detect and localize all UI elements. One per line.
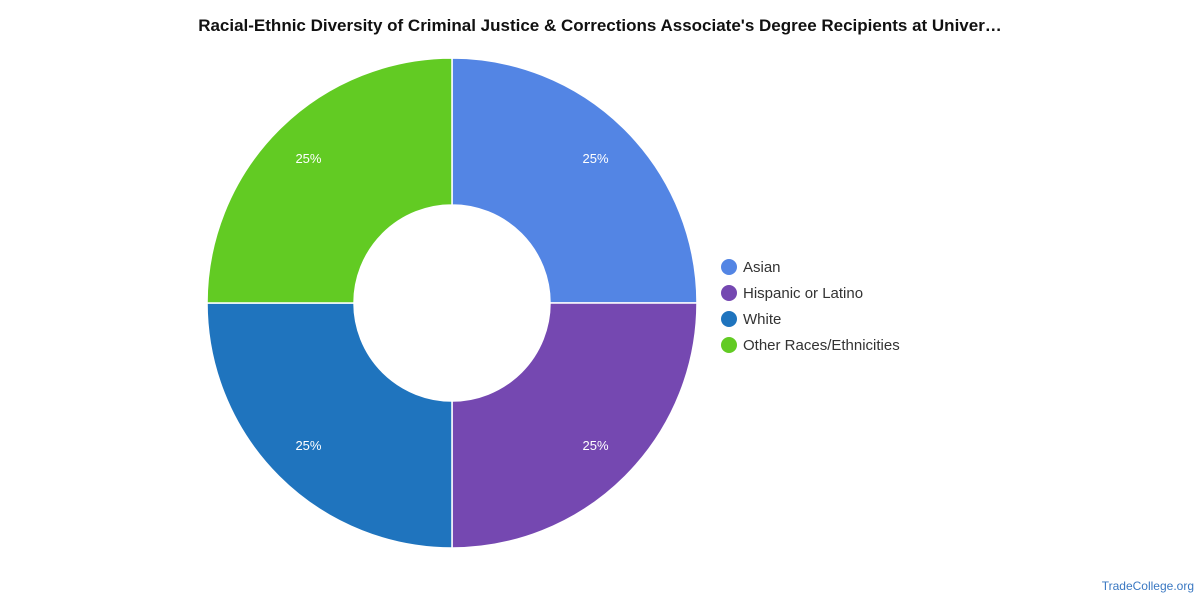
- slice-label-white: 25%: [295, 438, 321, 453]
- legend-swatch: [721, 259, 737, 275]
- legend-label: White: [743, 310, 782, 328]
- chart-legend: Asian Hispanic or Latino White Other Races/…: [721, 254, 900, 358]
- slice-label-asian: 25%: [583, 151, 609, 166]
- legend-swatch: [721, 285, 737, 301]
- legend-item-white[interactable]: White: [721, 306, 900, 332]
- legend-label: Asian: [743, 258, 781, 276]
- slice-label-other-races-ethnicities: 25%: [295, 151, 321, 166]
- slice-other-races-ethnicities[interactable]: [206, 57, 453, 304]
- legend-label: Hispanic or Latino: [743, 284, 864, 302]
- slice-hispanic-or-latino[interactable]: [451, 302, 698, 549]
- legend-label: Other Races/Ethnicities: [743, 336, 900, 354]
- slice-white[interactable]: [206, 302, 453, 549]
- legend-item-other-races-ethnicities[interactable]: Other Races/Ethnicities: [721, 332, 900, 358]
- legend-swatch: [721, 311, 737, 327]
- slice-label-hispanic-or-latino: 25%: [583, 438, 609, 453]
- legend-item-hispanic-or-latino[interactable]: Hispanic or Latino: [721, 280, 900, 306]
- slice-asian[interactable]: [451, 57, 698, 304]
- source-credit[interactable]: TradeCollege.org: [1101, 579, 1194, 593]
- legend-swatch: [721, 337, 737, 353]
- legend-item-asian[interactable]: Asian: [721, 254, 900, 280]
- chart-title: Racial-Ethnic Diversity of Criminal Just…: [198, 16, 1002, 35]
